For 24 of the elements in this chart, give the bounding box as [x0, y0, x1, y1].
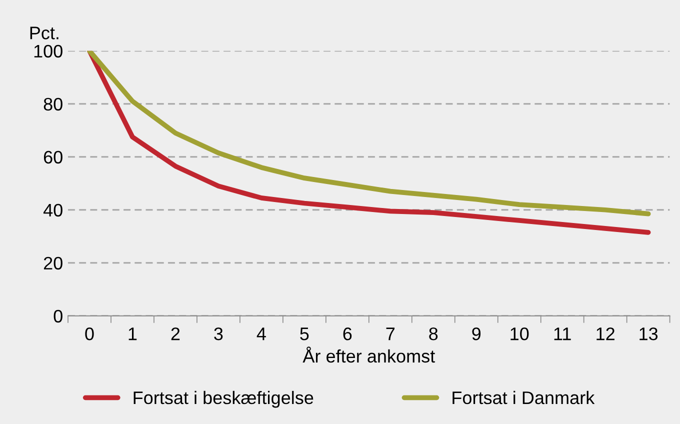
x-tick-label: 4	[256, 328, 266, 340]
y-tick-label: 100	[34, 44, 62, 58]
x-tick-label: 10	[510, 327, 529, 340]
legend-label: Fortsat i Danmark	[452, 390, 595, 404]
y-tick-label: 40	[43, 204, 62, 217]
x-tick-label: 13	[640, 327, 658, 340]
x-tick-label: 0	[85, 327, 94, 340]
x-tick-label: 2	[171, 327, 180, 340]
x-tick-label: 9	[472, 327, 481, 340]
x-tick-label: 8	[429, 327, 438, 340]
y-tick-label: 0	[54, 310, 62, 323]
legend-label: Fortsat i beskæftigelse	[134, 390, 314, 408]
x-tick-label: 7	[386, 328, 395, 340]
x-tick-label: 3	[214, 327, 223, 340]
x-tick-label: 12	[596, 327, 614, 340]
x-tick-label: 11	[554, 328, 571, 340]
x-tick-label: 6	[343, 327, 352, 340]
y-axis-title: Pct.	[30, 26, 58, 40]
y-tick-label: 80	[44, 98, 62, 111]
x-tick-label: 5	[300, 328, 309, 340]
x-axis-title: År efter ankomst	[302, 346, 435, 363]
y-tick-label: 20	[44, 256, 62, 270]
y-tick-label: 60	[44, 150, 62, 164]
x-tick-label: 1	[128, 328, 137, 340]
